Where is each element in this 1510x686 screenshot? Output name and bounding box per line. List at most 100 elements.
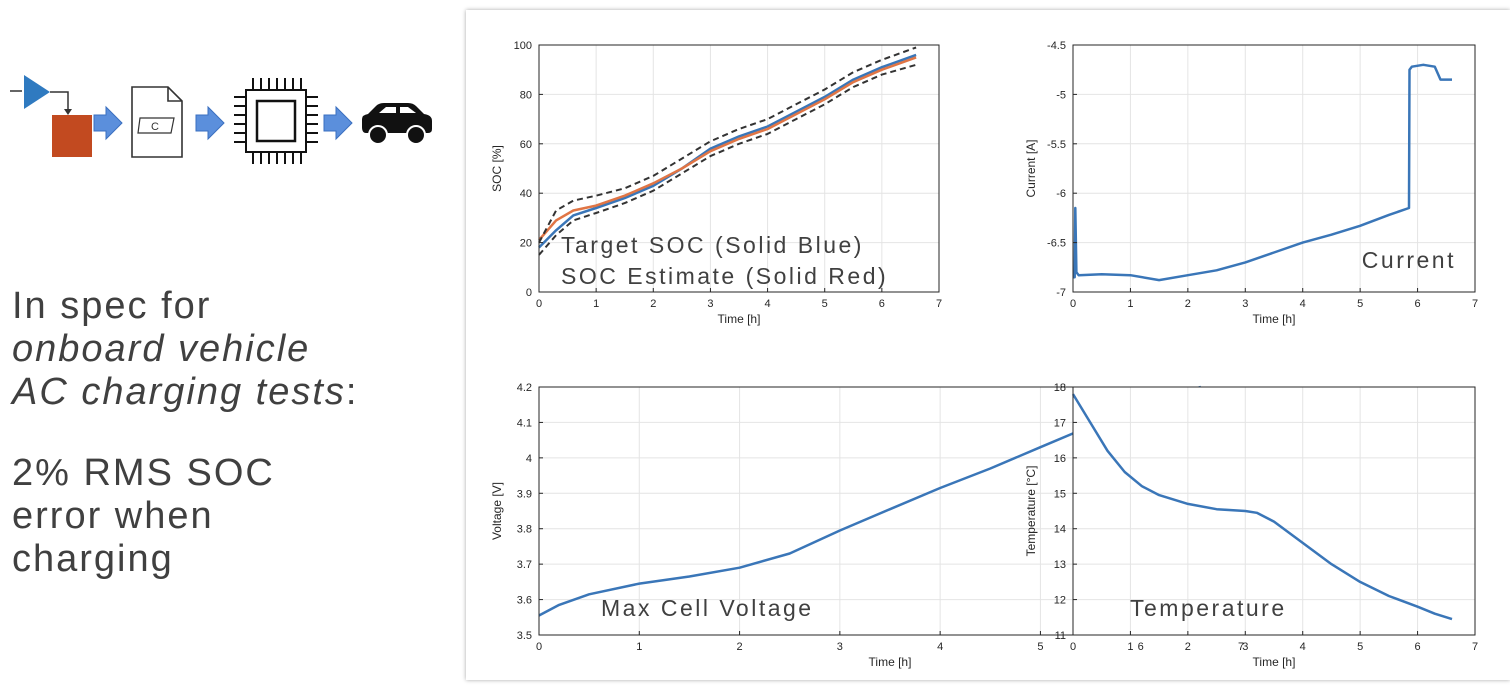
x-tick-label: 7 xyxy=(936,298,942,310)
annotation-text: SOC Estimate (Solid Red) xyxy=(561,263,888,289)
arrow-icon xyxy=(195,105,225,141)
spec-text: In spec for onboard vehicle AC charging … xyxy=(12,285,358,414)
x-tick-label: 5 xyxy=(1357,641,1363,653)
x-tick-label: 2 xyxy=(650,298,656,310)
arrow-icon xyxy=(323,105,353,141)
x-tick-label: 1 xyxy=(1127,641,1133,653)
x-tick-label: 4 xyxy=(1300,641,1306,653)
x-tick-label: 2 xyxy=(1185,298,1191,310)
y-tick-label: 15 xyxy=(1054,488,1066,500)
plot-area xyxy=(1073,387,1475,635)
x-tick-label: 4 xyxy=(765,298,771,310)
axes-box xyxy=(1072,44,1476,293)
arrow-icon xyxy=(93,105,123,141)
x-tick-label: 3 xyxy=(707,298,713,310)
car-icon xyxy=(362,103,432,145)
x-axis-label: Time [h] xyxy=(1253,312,1296,326)
y-tick-label: -7 xyxy=(1056,287,1066,299)
series-line-3 xyxy=(538,46,917,244)
y-tick-label: 4.2 xyxy=(517,382,532,394)
x-tick-label: 0 xyxy=(536,641,542,653)
error-text: 2% RMS SOC error when charging xyxy=(12,452,275,580)
y-tick-label: 14 xyxy=(1054,524,1066,536)
y-axis-label: Current [A] xyxy=(1024,139,1038,197)
x-tick-label: 0 xyxy=(536,298,542,310)
x-tick-label: 1 xyxy=(1127,298,1133,310)
y-axis-label: SOC [%] xyxy=(490,145,504,192)
chart-figure: 0 1 2 3 4 5 6 7 0 20 40 60 80 100 Time [h] SOC [%] Targe… xyxy=(466,10,1510,680)
x-tick-label: 3 xyxy=(837,641,843,653)
x-axis-label: Time [h] xyxy=(869,655,912,669)
annotation-text: Current xyxy=(1362,247,1456,273)
y-tick-label: 3.9 xyxy=(517,488,532,500)
simulink-block-icon xyxy=(10,75,92,157)
spec-line-3: AC charging tests xyxy=(12,371,346,413)
chart-soc: 0 1 2 3 4 5 6 7 0 20 40 60 80 100 Time [h] SOC [%] Targe… xyxy=(490,40,942,326)
x-tick-label: 1 xyxy=(593,298,599,310)
y-tick-label: 20 xyxy=(520,238,532,250)
y-tick-label: 40 xyxy=(520,188,532,200)
series-line-0 xyxy=(1071,393,1453,621)
x-tick-label: 7 xyxy=(1472,298,1478,310)
x-tick-label: 0 xyxy=(1070,641,1076,653)
y-tick-label: 11 xyxy=(1055,630,1066,642)
y-tick-label: 16 xyxy=(1054,453,1066,465)
y-tick-label: -5.5 xyxy=(1047,139,1066,151)
spec-colon: : xyxy=(345,371,359,413)
x-tick-label: 7 xyxy=(1472,641,1478,653)
x-tick-label: 5 xyxy=(1357,298,1363,310)
x-tick-label: 1 xyxy=(636,641,642,653)
y-tick-label: -4.5 xyxy=(1047,40,1066,52)
y-tick-label: 13 xyxy=(1054,559,1066,571)
axes-box xyxy=(538,44,940,293)
y-tick-label: 100 xyxy=(514,40,532,52)
x-tick-label: 4 xyxy=(937,641,943,653)
left-panel: C In spec for onboard vehicle AC chargin… xyxy=(0,0,460,686)
annotation-text: Max Cell Voltage xyxy=(601,595,814,621)
x-tick-label: 5 xyxy=(1037,641,1043,653)
x-tick-label: 6 xyxy=(1415,298,1421,310)
series-line-1 xyxy=(538,56,917,241)
y-tick-label: -6 xyxy=(1056,188,1066,200)
series-line-0 xyxy=(538,53,917,249)
c-code-file-icon: C xyxy=(131,86,183,158)
y-tick-label: 4 xyxy=(526,453,532,465)
x-tick-label: 7 xyxy=(1238,641,1244,653)
axes-box xyxy=(1072,386,1476,636)
y-tick-label: 12 xyxy=(1054,595,1066,607)
x-tick-label: 3 xyxy=(1242,298,1248,310)
x-tick-label: 6 xyxy=(1138,641,1144,653)
x-axis-label: Time [h] xyxy=(1253,655,1296,669)
series-line-2 xyxy=(538,63,917,256)
y-tick-label: 60 xyxy=(520,139,532,151)
y-tick-label: 3.6 xyxy=(517,595,532,607)
y-tick-label: 4.1 xyxy=(517,417,532,429)
x-tick-label: 6 xyxy=(879,298,885,310)
series-line-0 xyxy=(1073,63,1452,282)
y-tick-label: 17 xyxy=(1054,417,1066,429)
annotation-text: Temperature xyxy=(1130,595,1287,621)
y-tick-label: 3.8 xyxy=(517,524,532,536)
x-tick-label: 5 xyxy=(822,298,828,310)
microchip-icon xyxy=(234,78,318,164)
x-tick-label: 2 xyxy=(1185,641,1191,653)
x-axis-label: Time [h] xyxy=(718,312,761,326)
annotation-text: Target SOC (Solid Blue) xyxy=(561,232,864,258)
y-tick-label: 80 xyxy=(520,89,532,101)
y-tick-label: -5 xyxy=(1056,89,1066,101)
spec-line-2: onboard vehicle xyxy=(12,328,311,370)
c-file-label: C xyxy=(151,121,159,133)
x-tick-label: 6 xyxy=(1415,641,1421,653)
y-axis-label: Temperature [°C] xyxy=(1024,466,1038,557)
workflow-diagram: C xyxy=(10,75,432,164)
y-tick-label: 0 xyxy=(526,287,532,299)
x-tick-label: 2 xyxy=(737,641,743,653)
x-tick-label: 3 xyxy=(1242,641,1248,653)
y-tick-label: -6.5 xyxy=(1047,238,1066,250)
y-tick-label: 3.7 xyxy=(517,559,532,571)
y-tick-label: 18 xyxy=(1054,382,1066,394)
y-tick-label: 3.5 xyxy=(517,630,532,642)
x-tick-label: 0 xyxy=(1070,298,1076,310)
